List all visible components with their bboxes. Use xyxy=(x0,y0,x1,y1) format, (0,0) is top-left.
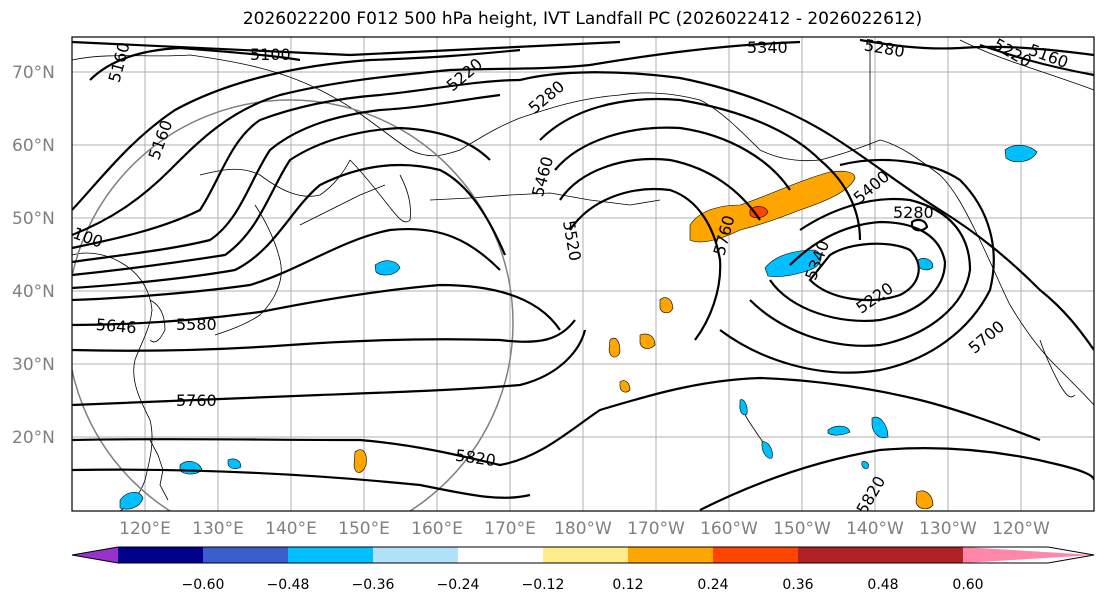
lat-label-60n: 60°N xyxy=(12,136,55,156)
colorbar-tick: −0.12 xyxy=(522,577,565,593)
ivt-positive-small-5 xyxy=(915,490,934,510)
colorbar-segment xyxy=(543,547,628,563)
lon-label: 130°W xyxy=(919,519,977,539)
ivt-negative-2 xyxy=(374,260,401,276)
ivt-strong-core xyxy=(749,206,769,219)
sea-of-okhotsk-coast xyxy=(199,159,351,197)
colorbar-left-extension xyxy=(72,547,118,563)
colorbar-tick: −0.60 xyxy=(182,577,225,593)
ivt-positive-small-4 xyxy=(353,449,367,473)
lat-label-40n: 40°N xyxy=(12,282,55,302)
kamchatka xyxy=(349,159,411,223)
lon-label: 140°E xyxy=(265,519,317,539)
aleutian-islands xyxy=(429,192,661,206)
lon-label: 170°W xyxy=(627,519,685,539)
ivt-negative-3 xyxy=(1004,144,1038,163)
map-border xyxy=(71,36,1095,512)
colorbar-segment xyxy=(288,547,373,563)
lon-label: 140°W xyxy=(846,519,904,539)
lon-label: 130°E xyxy=(192,519,244,539)
colorbar-segment xyxy=(203,547,288,563)
korea-peninsula xyxy=(149,299,166,343)
lon-label: 150°W xyxy=(773,519,831,539)
highlight-circle xyxy=(72,99,514,511)
latitude-labels: 70°N 60°N 50°N 40°N 30°N 20°N xyxy=(12,63,55,448)
ivt-negative-12 xyxy=(861,461,869,469)
contour-label: 5646 xyxy=(95,315,137,337)
lon-label: 150°E xyxy=(338,519,390,539)
ivt-negative-6 xyxy=(227,458,242,469)
china-coastline xyxy=(72,252,153,511)
ivt-negative-10 xyxy=(739,399,748,416)
colorbar-segment xyxy=(713,547,798,563)
ivt-positive-main xyxy=(689,170,856,243)
colorbar-tick: 0.60 xyxy=(952,577,983,593)
longitude-labels: 120°E 130°E 140°E 150°E 160°E 170°E 180°… xyxy=(119,519,1050,539)
ivt-negative-11 xyxy=(761,441,773,459)
lat-label-30n: 30°N xyxy=(12,355,55,375)
baja-california xyxy=(1039,339,1076,398)
ivt-positive-small-2 xyxy=(608,337,621,358)
colorbar-segment xyxy=(628,547,713,563)
colorbar-segment xyxy=(118,547,203,563)
colorbar-tick: 0.36 xyxy=(782,577,813,593)
kuril-islands xyxy=(299,184,386,226)
lon-label: 170°E xyxy=(484,519,536,539)
lat-label-20n: 20°N xyxy=(12,428,55,448)
contour-label: 5580 xyxy=(176,315,217,334)
ivt-positive-small-6 xyxy=(619,380,631,393)
colorbar: −0.60 −0.48 −0.36 −0.24 −0.12 0.12 0.24 … xyxy=(71,546,1095,593)
colorbar-tick: −0.24 xyxy=(437,577,480,593)
japan-islands xyxy=(214,204,282,336)
colorbar-tick: 0.24 xyxy=(697,577,728,593)
lon-label: 180°W xyxy=(554,519,612,539)
contour-label: 5340 xyxy=(747,38,788,57)
ivt-negative-8 xyxy=(827,425,851,436)
contour-label: 5280 xyxy=(893,203,934,222)
lon-label: 120°E xyxy=(119,519,171,539)
ivt-negative-7 xyxy=(119,491,144,510)
lon-label: 120°W xyxy=(992,519,1050,539)
ivt-positive-small-3 xyxy=(639,333,656,349)
colorbar-ticks: −0.60 −0.48 −0.36 −0.24 −0.12 0.12 0.24 … xyxy=(182,577,984,593)
lon-label: 160°E xyxy=(411,519,463,539)
colorbar-segment xyxy=(458,547,543,563)
ivt-negative-9 xyxy=(871,416,889,439)
lat-label-70n: 70°N xyxy=(12,63,55,83)
colorbar-tick: 0.48 xyxy=(867,577,898,593)
colorbar-tick: −0.36 xyxy=(352,577,395,593)
contour-label: 5760 xyxy=(176,391,217,410)
lat-label-50n: 50°N xyxy=(12,209,55,229)
asia-coastline xyxy=(72,54,621,157)
map-title: 2026022200 F012 500 hPa height, IVT Land… xyxy=(242,9,923,29)
contour-label: 5100 xyxy=(250,45,291,64)
colorbar-segment xyxy=(798,547,883,563)
colorbar-right-extension xyxy=(963,547,1094,563)
colorbar-segment xyxy=(373,547,458,563)
colorbar-tick: −0.48 xyxy=(267,577,310,593)
ivt-shading xyxy=(119,144,1038,510)
lon-label: 160°W xyxy=(700,519,758,539)
ivt-positive-small-1 xyxy=(659,297,674,314)
colorbar-tick: 0.12 xyxy=(612,577,643,593)
colorbar-outline xyxy=(71,546,1095,564)
colorbar-segment xyxy=(883,547,963,563)
height-contours xyxy=(72,38,1094,511)
